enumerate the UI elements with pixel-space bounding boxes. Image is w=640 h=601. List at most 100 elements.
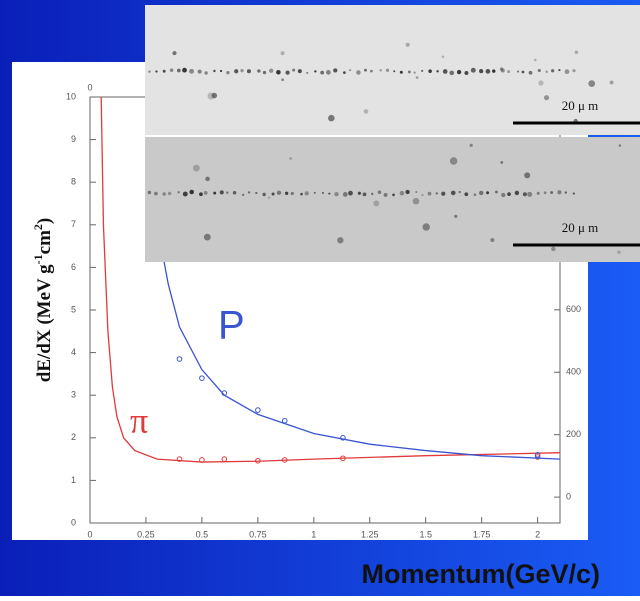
y-tick-label: 8 bbox=[71, 177, 76, 187]
grain bbox=[522, 71, 525, 74]
grain bbox=[405, 190, 409, 194]
grain bbox=[177, 69, 181, 73]
grain bbox=[364, 69, 367, 72]
grain bbox=[464, 71, 468, 75]
x-axis-label: Momentum(GeV/c) bbox=[361, 559, 600, 589]
speck bbox=[610, 80, 614, 84]
grain bbox=[168, 192, 171, 195]
grain bbox=[486, 69, 491, 74]
speck bbox=[454, 215, 457, 218]
speck bbox=[544, 95, 549, 100]
y-axis-label: dE/dX (MeV g-1cm2) bbox=[31, 218, 56, 382]
grain bbox=[428, 69, 432, 73]
grain bbox=[183, 192, 188, 197]
y-tick-label: 4 bbox=[71, 347, 76, 357]
grain bbox=[305, 191, 309, 195]
y-tick-label: 3 bbox=[71, 390, 76, 400]
grain bbox=[392, 193, 395, 196]
grain bbox=[507, 70, 510, 73]
grain bbox=[474, 193, 477, 196]
speck bbox=[212, 93, 218, 99]
grain bbox=[550, 191, 553, 194]
speck bbox=[500, 67, 503, 70]
x-tick-label: 1.75 bbox=[473, 529, 491, 539]
y2-tick-label: 400 bbox=[566, 367, 581, 377]
grain bbox=[529, 71, 533, 75]
grain bbox=[348, 191, 353, 196]
grain bbox=[306, 72, 308, 74]
x-tick-label: 1.5 bbox=[419, 529, 432, 539]
grain bbox=[449, 71, 454, 76]
grain bbox=[414, 72, 416, 74]
grain bbox=[178, 191, 180, 193]
grain bbox=[393, 70, 395, 72]
grain bbox=[380, 69, 382, 71]
grain bbox=[370, 70, 373, 73]
y2-tick-label: 200 bbox=[566, 429, 581, 439]
grain bbox=[544, 191, 547, 194]
speck bbox=[534, 59, 537, 62]
speck bbox=[619, 144, 622, 147]
grain bbox=[371, 193, 373, 195]
grain bbox=[495, 191, 498, 194]
grain bbox=[234, 69, 238, 73]
grain bbox=[226, 71, 229, 74]
speck bbox=[490, 238, 494, 242]
speck bbox=[337, 237, 343, 243]
speck bbox=[289, 157, 292, 160]
curve-label: P bbox=[218, 304, 245, 348]
y-tick-label: 5 bbox=[71, 304, 76, 314]
grain bbox=[479, 69, 483, 73]
x-tick-label: 0.75 bbox=[249, 529, 267, 539]
speck bbox=[588, 80, 595, 87]
grain bbox=[255, 192, 257, 194]
grain bbox=[343, 71, 346, 74]
y-tick-label: 1 bbox=[71, 475, 76, 485]
grain bbox=[451, 191, 456, 196]
grain bbox=[443, 69, 448, 74]
grain bbox=[320, 71, 324, 75]
grain bbox=[262, 193, 265, 196]
grain bbox=[378, 190, 382, 194]
speck bbox=[364, 109, 369, 114]
grain bbox=[213, 70, 215, 72]
grain bbox=[285, 192, 288, 195]
y-tick-label: 2 bbox=[71, 432, 76, 442]
speck bbox=[442, 56, 445, 59]
grain bbox=[276, 70, 281, 75]
y-tick-label: 6 bbox=[71, 262, 76, 272]
grain bbox=[457, 70, 461, 74]
grain bbox=[421, 70, 423, 72]
grain bbox=[162, 192, 165, 195]
x-tick-label: 0.5 bbox=[196, 529, 209, 539]
grain bbox=[189, 69, 194, 74]
grain bbox=[436, 70, 438, 72]
grain bbox=[546, 71, 548, 73]
x-tick-label: 1.25 bbox=[361, 529, 379, 539]
page: 00.250.50.7511.251.51.752001234567891002… bbox=[0, 0, 640, 596]
grain bbox=[573, 192, 575, 194]
speck bbox=[423, 223, 430, 230]
grain bbox=[213, 192, 216, 195]
speck bbox=[268, 196, 270, 198]
grain bbox=[517, 70, 519, 72]
grain bbox=[326, 70, 331, 75]
grain bbox=[333, 68, 337, 72]
grain bbox=[436, 192, 438, 194]
grain bbox=[182, 68, 187, 73]
grain bbox=[486, 191, 489, 194]
grain bbox=[384, 193, 388, 197]
grain bbox=[285, 70, 289, 74]
grain bbox=[314, 70, 316, 72]
grain bbox=[242, 194, 244, 196]
y-tick-label: 9 bbox=[71, 134, 76, 144]
grain bbox=[441, 192, 445, 196]
grain bbox=[428, 192, 432, 196]
scale-label: 20 μ m bbox=[562, 220, 599, 235]
speck bbox=[551, 247, 555, 251]
x2-tick-label: 0 bbox=[87, 82, 92, 92]
grain bbox=[263, 71, 266, 74]
speck bbox=[205, 177, 210, 182]
speck bbox=[524, 172, 530, 178]
grain bbox=[163, 70, 166, 73]
